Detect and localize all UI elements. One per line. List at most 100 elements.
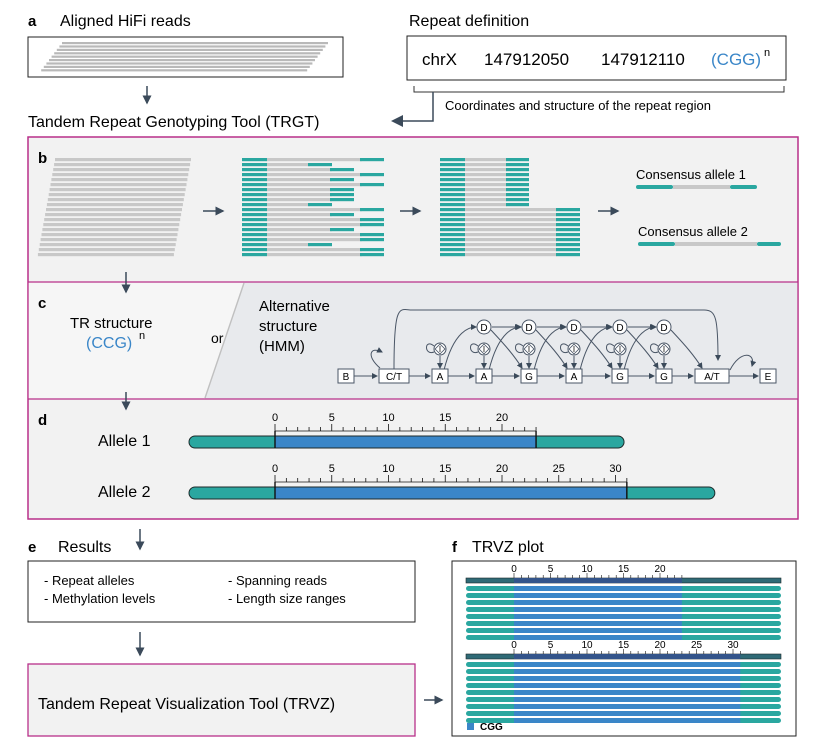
read-segment <box>556 243 580 247</box>
read-segment <box>267 158 362 162</box>
allele-1-track: 0 5 10 15 20 <box>188 412 625 449</box>
allele-1-label: Allele 1 <box>98 433 151 450</box>
result-item-methylation: - Methylation levels <box>44 591 156 606</box>
ruler-tick-label: 15 <box>439 412 451 424</box>
read-segment <box>440 183 465 187</box>
alt-structure-line1: Alternative <box>259 298 330 315</box>
repeat-chrom: chrX <box>422 50 457 69</box>
hifi-read <box>43 65 310 68</box>
hmm-delete-label: D <box>660 323 667 334</box>
read-segment <box>242 198 267 202</box>
read-segment <box>360 208 384 212</box>
read-segment <box>440 253 465 257</box>
raw-read <box>47 198 184 202</box>
read-segment <box>440 158 465 162</box>
hmm-match-state <box>337 368 355 384</box>
read-segment <box>440 168 465 172</box>
hmm-delete-state <box>476 319 492 335</box>
read-segment <box>465 248 557 252</box>
read-segment <box>308 243 332 247</box>
read-segment <box>267 208 362 212</box>
hmm-delete-state <box>521 319 537 335</box>
trvz-tick-label: 30 <box>727 640 739 651</box>
hifi-read <box>49 59 315 62</box>
read-segment <box>360 218 384 222</box>
coordinates-note: Coordinates and structure of the repeat … <box>445 98 711 113</box>
consensus-allele-1-bar <box>636 185 757 189</box>
read-segment <box>465 198 507 202</box>
trvz-read-repeat <box>514 586 682 591</box>
trvz-tick-label: 10 <box>581 640 593 651</box>
read-segment <box>440 213 465 217</box>
read-segment <box>267 168 332 172</box>
hmm-edge <box>670 329 703 369</box>
repeat-bar <box>274 435 537 449</box>
allele-2-track: 0 5 10 15 20 25 30 <box>188 463 716 500</box>
raw-read <box>53 168 190 172</box>
results-title: Results <box>58 539 111 556</box>
trvz-read-repeat <box>514 621 682 626</box>
hmm-match-label: G <box>616 372 624 383</box>
hmm-insert-diamond <box>434 343 446 355</box>
ruler-tick-label: 20 <box>496 463 508 475</box>
hmm-edge <box>490 329 523 369</box>
read-segment <box>506 173 529 177</box>
trvz-read-repeat <box>514 669 741 674</box>
read-segment <box>242 168 267 172</box>
raw-read <box>38 248 175 252</box>
panel-f: f TRVZ plot 0 5 10 15 20 0 5 10 15 20 25 30 CGG <box>451 539 797 737</box>
hmm-edge <box>626 329 659 369</box>
read-segment <box>267 238 362 242</box>
raw-read <box>44 218 181 222</box>
hmm-edge <box>580 329 613 369</box>
read-segment <box>440 248 465 252</box>
raw-read <box>51 178 188 182</box>
repeat-motif: (CGG) <box>711 50 761 69</box>
read-segment <box>465 158 507 162</box>
read-segment <box>267 163 310 167</box>
ruler-tick-label: 0 <box>272 412 278 424</box>
read-segment <box>360 253 384 257</box>
read-pileup-clustered <box>242 158 384 257</box>
read-segment <box>360 173 384 177</box>
read-segment <box>506 198 529 202</box>
hmm-edge <box>533 324 567 371</box>
read-segment <box>267 193 332 197</box>
raw-read <box>43 223 180 227</box>
read-segment <box>242 208 267 212</box>
ruler-tick-label: 25 <box>553 463 565 475</box>
read-segment <box>267 198 332 202</box>
raw-read <box>54 163 191 167</box>
read-segment <box>267 223 362 227</box>
trvz-header-repeat <box>514 578 682 583</box>
read-segment <box>242 158 267 162</box>
read-segment <box>242 218 267 222</box>
raw-read <box>42 228 179 232</box>
hmm-match-state <box>520 368 538 384</box>
hmm-self-loop <box>426 343 435 354</box>
read-segment <box>330 213 354 217</box>
hmm-self-loop <box>729 354 757 371</box>
hmm-edge <box>579 324 613 371</box>
read-segment <box>242 203 267 207</box>
read-segment <box>308 203 332 207</box>
read-segment <box>242 213 267 217</box>
trgt-panel-border <box>27 136 799 520</box>
hmm-edge <box>443 324 477 371</box>
panel-c-letter: c <box>38 295 46 312</box>
read-segment <box>360 223 384 227</box>
trgt-title: Tandem Repeat Genotyping Tool (TRGT) <box>28 114 319 131</box>
aligned-reads-title: Aligned HiFi reads <box>60 13 191 30</box>
repeat-bar <box>274 486 628 500</box>
read-segment <box>360 238 384 242</box>
hmm-match-state <box>475 368 493 384</box>
trvz-read-repeat <box>514 676 741 681</box>
hmm-match-label: C/T <box>386 372 402 383</box>
trvz-read-repeat <box>514 593 682 598</box>
tr-structure-sup: n <box>139 330 145 342</box>
ruler-tick-label: 5 <box>329 412 335 424</box>
trvz-tick-label: 15 <box>618 640 630 651</box>
panel-d-letter: d <box>38 412 47 429</box>
read-pileup-sorted <box>440 158 580 257</box>
read-segment <box>465 218 557 222</box>
